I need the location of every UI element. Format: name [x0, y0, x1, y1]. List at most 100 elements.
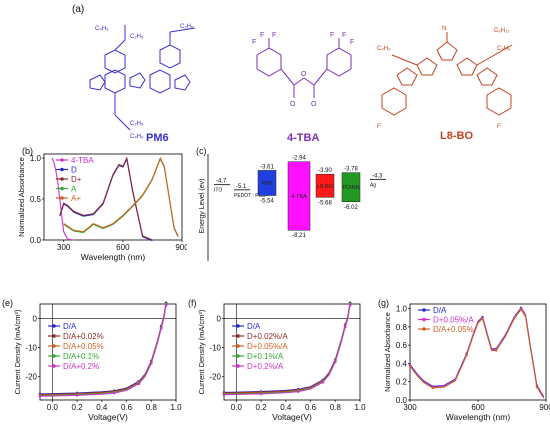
- chart-b-legend-label: D+: [71, 175, 82, 184]
- chart-e-legend-label: D/A+0.05%: [63, 342, 104, 351]
- chart-f-legend-label: D+0.05%/A: [247, 342, 288, 351]
- chart-g-y-axis-label: Normalized Absorbance: [383, 312, 392, 392]
- svg-text:F: F: [330, 32, 334, 39]
- chart-g-series-2-point: [494, 349, 498, 352]
- svg-text:N: N: [442, 26, 446, 32]
- chart-e-series-4-point: [38, 394, 42, 398]
- panel-a: (a) C₄H₉ C₂H₅ C₂H₅ C₂H₅ C₄H₉ PM6: [0, 0, 550, 150]
- chart-c-l8-bo-bar-label: L8-BO: [317, 184, 334, 190]
- chart-b-x-tick-label: 900: [175, 243, 187, 252]
- chart-c-y-axis-label: Energy Level (ev): [199, 179, 206, 234]
- tba-label: 4-TBA: [287, 132, 320, 144]
- chart-b-y-tick-label: 0.0: [30, 236, 42, 245]
- chart-e-x-tick-label: 0.6: [121, 403, 133, 412]
- svg-text:C₄H₉: C₄H₉: [377, 46, 391, 52]
- chart-f-legend-label: D+0.2%/A: [247, 362, 284, 371]
- chart-e-series-4-point: [75, 394, 79, 397]
- chart-f-y-tick-label: -10: [209, 344, 221, 353]
- svg-text:O: O: [301, 71, 307, 78]
- chart-e-series-4-point: [137, 382, 141, 386]
- chart-g-y-tick-label: 0.6: [396, 341, 408, 350]
- svg-text:C₆H₁₃: C₆H₁₃: [494, 28, 510, 34]
- chart-f-x-tick-label: 0.2: [256, 403, 268, 412]
- chart-g-series-2-point: [535, 385, 539, 389]
- chart-b-series-d-: [59, 156, 153, 241]
- svg-text:C₄H₉: C₄H₉: [130, 134, 144, 140]
- chart-e-y-tick-label: -20: [25, 373, 37, 382]
- chart-g-y-tick-label: 0.2: [396, 378, 408, 387]
- chart-e-series-4-point: [159, 327, 163, 330]
- chart-b-x-tick-label: 300: [57, 243, 71, 252]
- chart-f-y-tick-label: 0: [217, 315, 222, 324]
- chart-f-series-4-point: [343, 325, 347, 329]
- chart-f-legend-marker: [236, 364, 240, 368]
- chart-e-plot-frame: [39, 303, 177, 401]
- chart-c-pm6-bar-label: PM6: [261, 181, 272, 187]
- chart-g-series-2-point: [481, 317, 484, 320]
- chart-e-legend-marker: [52, 324, 56, 328]
- chart-b-legend-marker: [60, 158, 64, 162]
- chart-f-series-4-point: [259, 392, 263, 396]
- chart-e-y-tick-label: 0: [33, 315, 38, 324]
- chart-g-y-tick-label: 0.0: [396, 396, 408, 405]
- chart-f-series-4-point: [348, 303, 352, 307]
- chart-f-series-4-point: [321, 380, 325, 384]
- chart-e-x-tick-label: 0.4: [96, 403, 108, 412]
- chart-b-plot-frame: [43, 153, 183, 241]
- svg-text:C₄H₉: C₄H₉: [497, 46, 511, 52]
- chart-f-legend-label: D+0.1%/A: [247, 352, 284, 361]
- chart-f-x-axis-label: Voltage(V): [272, 412, 312, 422]
- chart-c-pedot-pss-name: PEDOT : PSS: [234, 193, 266, 199]
- chart-e-legend-label: D/A+0.02%: [63, 332, 104, 341]
- chart-e-x-tick-label: 0.0: [47, 403, 59, 412]
- chart-c-ito-value: -4.7: [216, 179, 227, 185]
- chart-c-pdinn-bar: [341, 172, 361, 203]
- chart-f-series-4-point: [222, 393, 226, 397]
- chart-g-y-tick-label: 1.0: [396, 305, 408, 314]
- svg-text:F: F: [342, 32, 346, 39]
- tba-structure: F FF F FF OO O: [252, 32, 354, 108]
- chart-b-y-tick-label: 0.5: [30, 195, 42, 204]
- chart-f-x-tick-label: 0.6: [305, 403, 317, 412]
- chart-e: 0.0 0.2 0.4 0.6 0.8 1.0 0 -10 -20 Voltage(V) Curre…: [13, 301, 182, 422]
- chart-c-ag-value: -4.3: [372, 173, 383, 179]
- chart-f-legend-label: D/A: [247, 322, 261, 331]
- chart-f-y-axis-label: Current Density (mA/cm²): [197, 309, 206, 395]
- chart-c-pdinn-lumo-value: -3.78: [344, 167, 358, 173]
- chart-b-legend-marker: [60, 177, 64, 181]
- l8bo-label: L8-BO: [440, 130, 473, 142]
- pm6-label: PM6: [146, 132, 169, 144]
- chart-f-x-tick-label: 0.4: [280, 403, 292, 412]
- chart-f-x-tick-label: 0.0: [231, 403, 243, 412]
- chart-g-series-2-point: [519, 308, 523, 311]
- panel-a-label: (a): [72, 4, 85, 15]
- chart-g-x-tick-label: 900: [539, 403, 550, 412]
- chart-b-legend-marker: [60, 186, 64, 191]
- chart-g-series-2-point: [431, 386, 434, 390]
- panel-c-label: (c): [196, 146, 207, 156]
- chart-f: 0.0 0.2 0.4 0.6 0.8 1.0 0 -10 -20 Voltage(V) Curre…: [197, 301, 366, 422]
- chart-e-y-axis-label: Current Density (mA/cm²): [13, 309, 22, 395]
- chart-c-pm6-lumo-value: -3.61: [260, 164, 274, 170]
- chart-g-x-tick-label: 600: [471, 403, 485, 412]
- svg-text:F: F: [272, 32, 276, 39]
- svg-text:F: F: [497, 124, 501, 130]
- chart-g-series-0: [409, 306, 545, 397]
- chart-e-legend-marker: [52, 344, 56, 348]
- chart-f-legend-marker: [236, 344, 240, 348]
- chart-e-x-tick-label: 0.8: [146, 403, 158, 412]
- chart-f-legend-label: D+0.02%/A: [247, 332, 288, 341]
- chart-b-legend-label: A: [71, 185, 77, 194]
- svg-text:F: F: [260, 32, 264, 39]
- chart-c-pm6-homo-value: -5.54: [260, 199, 274, 205]
- chart-g-legend-marker: [422, 317, 426, 322]
- chart-g-legend-label: D+0.05%/A: [433, 316, 474, 325]
- chart-b-legend-label: D: [71, 166, 77, 175]
- chart-g-legend-label: D/A: [433, 306, 447, 315]
- panel-e-label: (e): [2, 298, 13, 308]
- chart-e-x-axis-label: Voltage(V): [88, 412, 128, 422]
- chart-e-y-tick-label: -10: [25, 344, 37, 353]
- chart-f-x-tick-label: 0.8: [330, 403, 342, 412]
- svg-text:C₂H₅: C₂H₅: [180, 24, 194, 30]
